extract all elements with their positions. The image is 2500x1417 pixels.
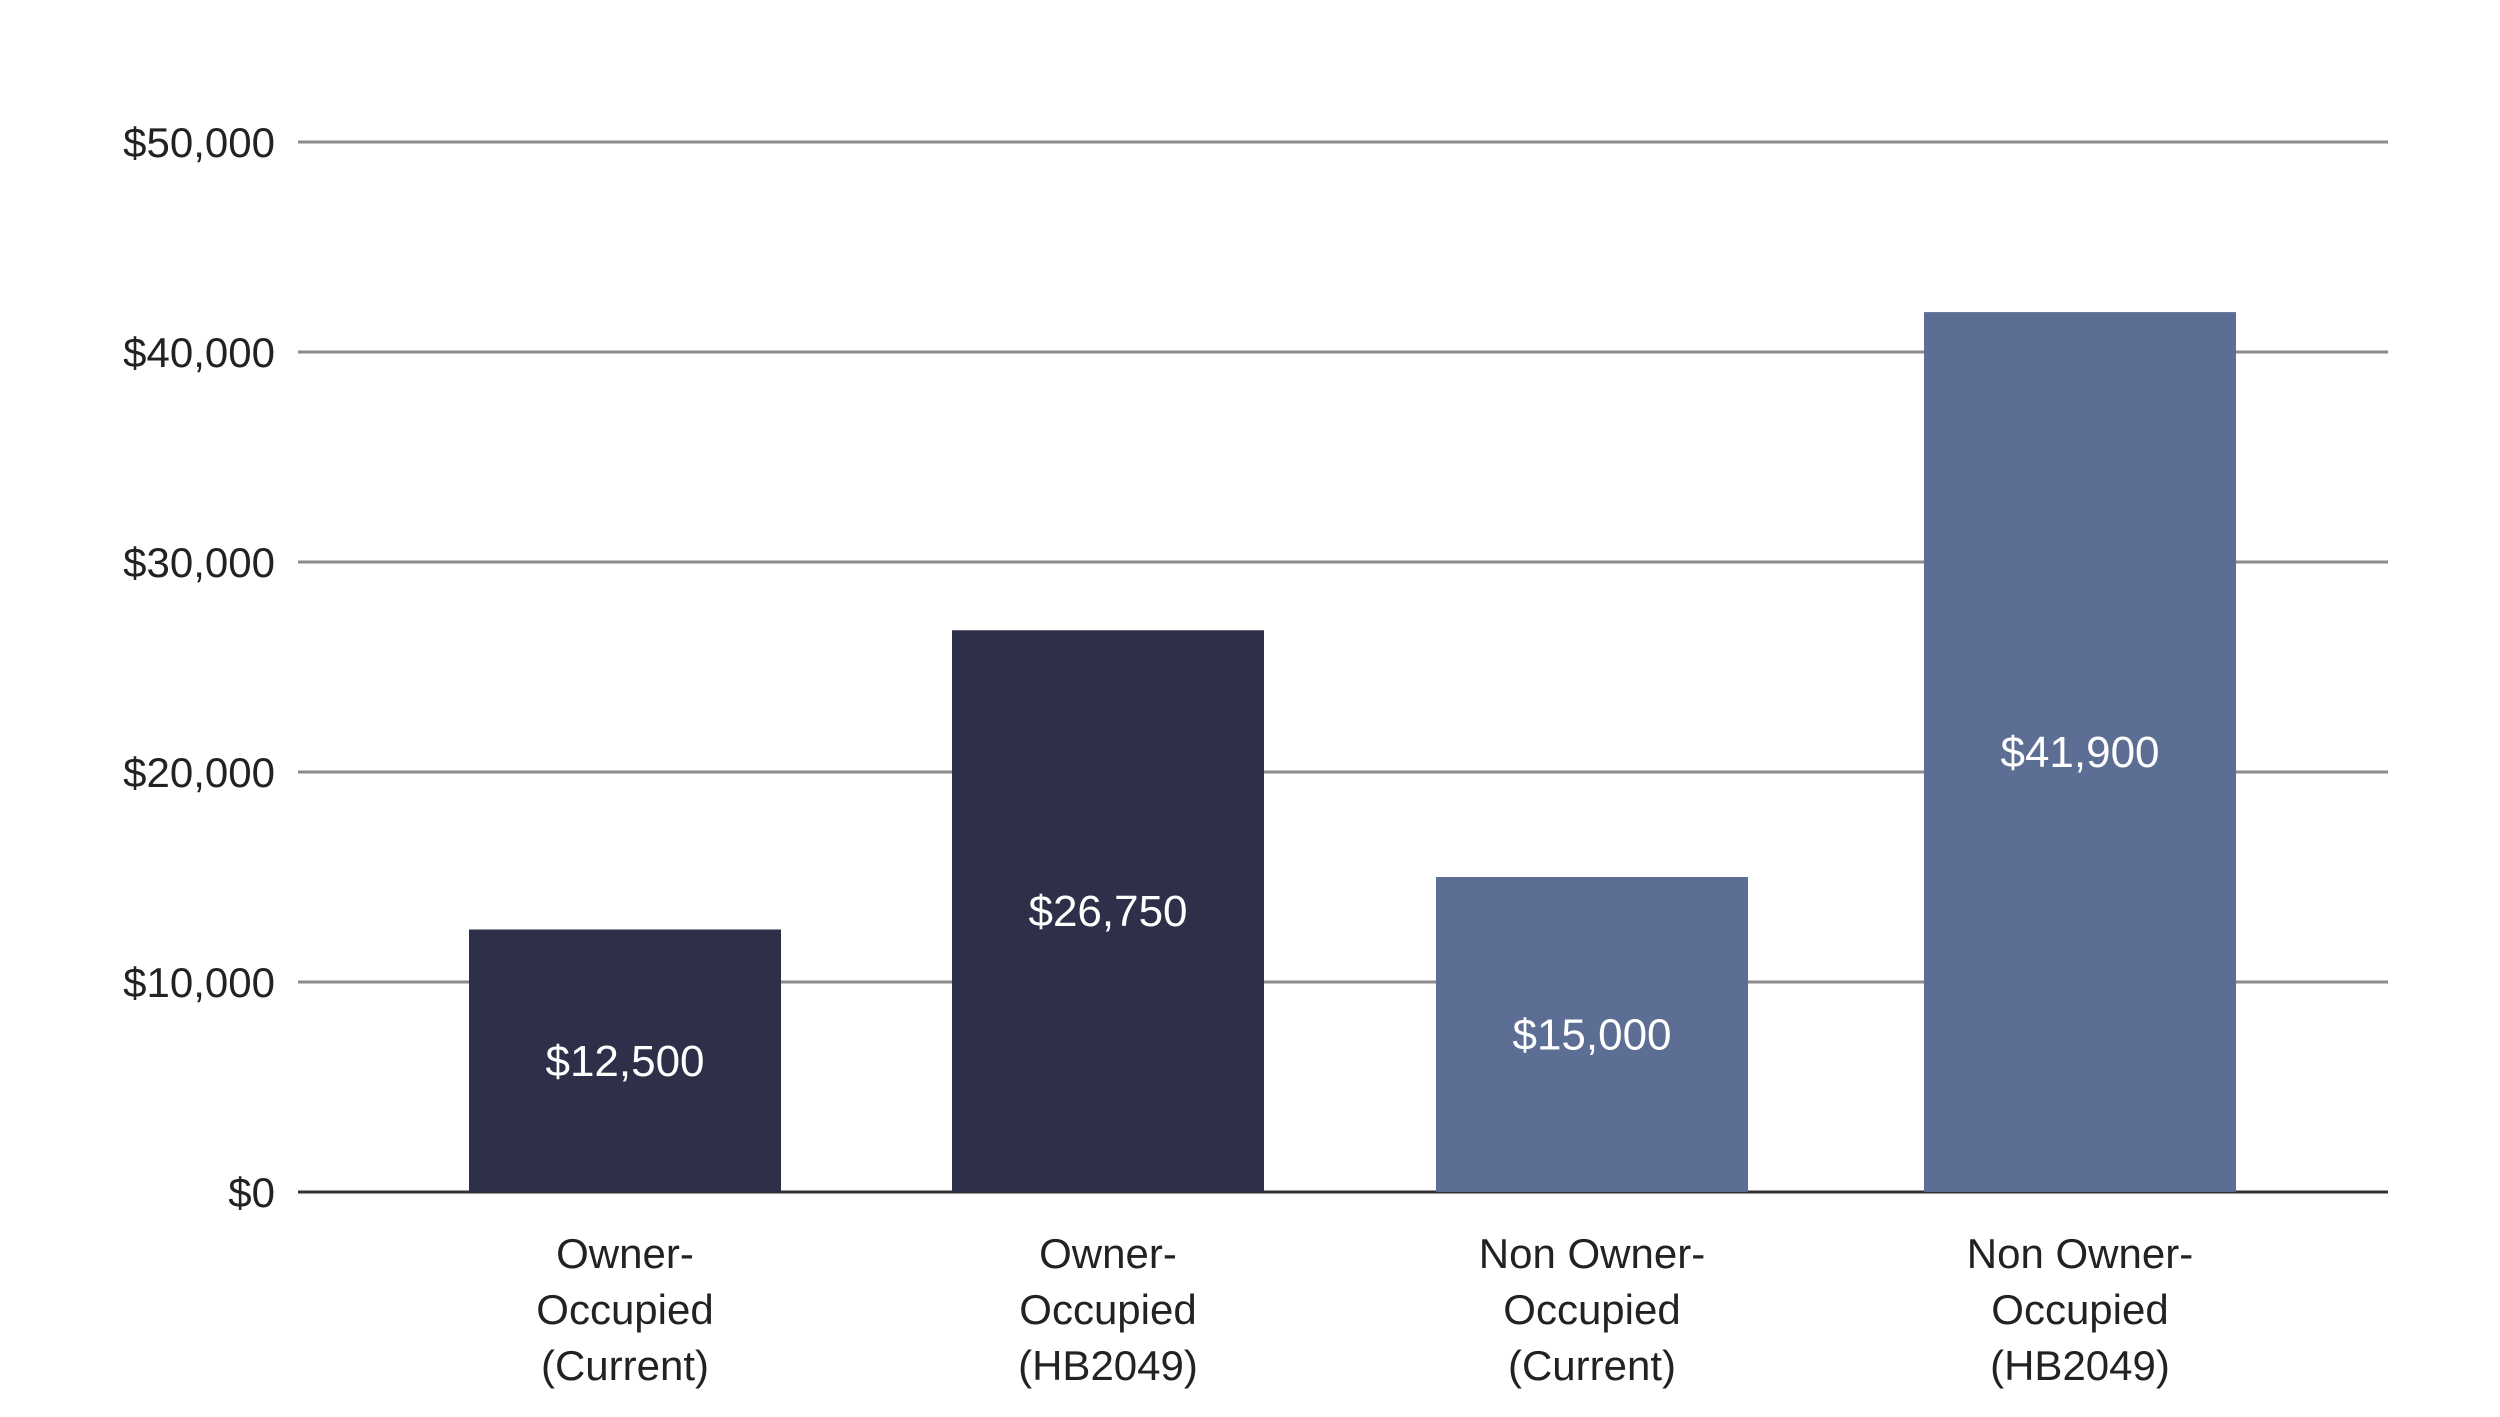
- bar: [469, 929, 781, 1192]
- y-axis-ticks: $0 $10,000 $20,000 $30,000 $40,000 $50,000: [123, 119, 275, 1216]
- y-tick-label: $0: [228, 1169, 275, 1216]
- x-category-label-line: Owner-: [556, 1230, 694, 1277]
- data-labels: $12,500 $26,750 $15,000 $41,900: [545, 728, 2159, 1086]
- x-category-label: Non Owner- Occupied (Current): [1479, 1230, 1705, 1389]
- x-category-label-line: (HB2049): [1018, 1342, 1198, 1389]
- y-tick-label: $50,000: [123, 119, 275, 166]
- y-tick-label: $20,000: [123, 749, 275, 796]
- bar-data-label: $26,750: [1028, 887, 1187, 936]
- x-axis-categories: Owner- Occupied (Current) Owner- Occupied (HB…: [536, 1230, 2193, 1389]
- bar-data-label: $15,000: [1512, 1011, 1671, 1060]
- x-category-label-line: Occupied: [1991, 1286, 2168, 1333]
- x-category-label-line: (Current): [541, 1342, 709, 1389]
- bar: [1436, 877, 1748, 1192]
- x-category-label-line: Occupied: [1019, 1286, 1196, 1333]
- x-category-label-line: Owner-: [1039, 1230, 1177, 1277]
- x-category-label-line: (HB2049): [1990, 1342, 2170, 1389]
- y-tick-label: $30,000: [123, 539, 275, 586]
- y-tick-label: $40,000: [123, 329, 275, 376]
- x-category-label: Owner- Occupied (Current): [536, 1230, 713, 1389]
- bar: [952, 630, 1264, 1192]
- y-tick-label: $10,000: [123, 959, 275, 1006]
- bar-data-label: $41,900: [2000, 728, 2159, 777]
- x-category-label-line: Non Owner-: [1967, 1230, 2193, 1277]
- bars: [469, 312, 2236, 1193]
- x-category-label-line: (Current): [1508, 1342, 1676, 1389]
- bar-data-label: $12,500: [545, 1037, 704, 1086]
- x-category-label-line: Non Owner-: [1479, 1230, 1705, 1277]
- x-category-label-line: Occupied: [1503, 1286, 1680, 1333]
- x-category-label-line: Occupied: [536, 1286, 713, 1333]
- bar: [1924, 312, 2236, 1193]
- x-category-label: Non Owner- Occupied (HB2049): [1967, 1230, 2193, 1389]
- x-category-label: Owner- Occupied (HB2049): [1018, 1230, 1198, 1389]
